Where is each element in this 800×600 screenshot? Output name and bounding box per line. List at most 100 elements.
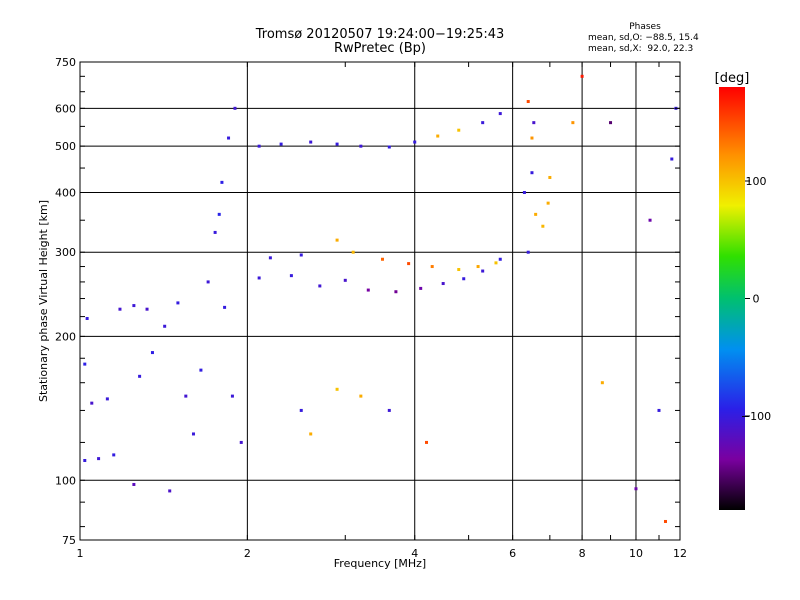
data-point (309, 140, 313, 144)
data-point (457, 268, 461, 272)
data-point (335, 238, 339, 242)
data-point (335, 387, 339, 391)
x-axis-label: Frequency [MHz] (334, 557, 426, 570)
y-tick-label: 500 (55, 140, 76, 153)
data-point (97, 457, 101, 461)
data-point (83, 458, 87, 462)
data-point (670, 157, 674, 161)
data-point (227, 136, 231, 140)
data-point (657, 408, 661, 412)
data-point (481, 269, 485, 273)
data-point (217, 212, 221, 216)
data-point (380, 257, 384, 261)
x-tick-label: 4 (411, 547, 418, 560)
x-tick-label: 2 (244, 547, 251, 560)
y-tick-label: 400 (55, 186, 76, 199)
data-point (481, 121, 485, 125)
data-point (600, 381, 604, 385)
data-point (83, 362, 87, 366)
data-point (239, 440, 243, 444)
data-point (257, 144, 261, 148)
data-point (85, 316, 89, 320)
x-tick-label: 8 (579, 547, 586, 560)
data-point (191, 432, 195, 436)
data-point (526, 100, 530, 104)
data-point (105, 397, 109, 401)
data-point (634, 487, 638, 491)
data-point (413, 140, 417, 144)
y-tick-label: 750 (55, 56, 76, 69)
plot-subtitle: RwPretec (Bp) (333, 41, 427, 56)
data-point (233, 106, 237, 110)
data-point (351, 250, 355, 254)
data-point (419, 286, 423, 290)
data-point (526, 250, 530, 254)
data-point (138, 374, 142, 378)
data-point (206, 280, 210, 284)
data-point (387, 145, 391, 149)
data-point (132, 482, 136, 486)
phases-o-mode: mean, sd,O: −88.5, 15.4 (588, 33, 699, 43)
plot-frame (79, 61, 681, 541)
data-point (168, 489, 172, 493)
data-point (279, 142, 283, 146)
x-tick-label: 6 (509, 547, 516, 560)
data-point (441, 282, 445, 286)
data-point (359, 394, 363, 398)
data-point (430, 265, 434, 269)
data-point (530, 171, 534, 175)
data-point (213, 230, 217, 234)
y-tick-label: 100 (55, 474, 76, 487)
data-point (425, 440, 429, 444)
y-tick-label: 600 (55, 102, 76, 115)
plot-title: Tromsø 20120507 19:24:00−19:25:43 (255, 27, 505, 42)
data-point (309, 432, 313, 436)
data-point (663, 519, 667, 523)
data-point (359, 144, 363, 148)
colorbar-tick-label: 0 (753, 293, 760, 306)
data-point (462, 277, 466, 281)
data-point (257, 276, 261, 280)
data-point (522, 190, 526, 194)
data-point (648, 218, 652, 222)
y-axis-label: Stationary phase Virtual Height [km] (37, 200, 50, 402)
data-point (546, 201, 550, 205)
data-point (476, 265, 480, 269)
data-point (571, 121, 575, 125)
data-point (299, 253, 303, 257)
data-point (318, 284, 322, 288)
data-point (118, 307, 122, 311)
data-point (299, 408, 303, 412)
data-point (335, 142, 339, 146)
x-tick-label: 12 (673, 547, 687, 560)
data-point (176, 301, 180, 305)
data-point (145, 307, 149, 311)
data-point (366, 288, 370, 292)
data-point (220, 180, 224, 184)
colorbar-tick-label: −100 (741, 410, 771, 423)
data-point (394, 290, 398, 294)
colorbar-unit-label: [deg] (715, 71, 750, 86)
data-point (532, 121, 536, 125)
data-point (199, 368, 203, 372)
data-point (184, 394, 188, 398)
x-tick-label: 1 (77, 547, 84, 560)
data-point (407, 262, 411, 266)
data-point (268, 256, 272, 260)
y-tick-label: 75 (62, 534, 76, 547)
y-tick-label: 300 (55, 246, 76, 259)
data-point (530, 136, 534, 140)
x-tick-label: 10 (629, 547, 643, 560)
y-tick-label: 200 (55, 330, 76, 343)
phases-heading: Phases (629, 22, 661, 32)
data-point (132, 304, 136, 308)
data-point (90, 401, 94, 405)
data-point (150, 351, 154, 355)
data-point (457, 128, 461, 132)
data-point (230, 394, 234, 398)
data-point (548, 175, 552, 179)
data-point (494, 261, 498, 265)
data-point (498, 257, 502, 261)
